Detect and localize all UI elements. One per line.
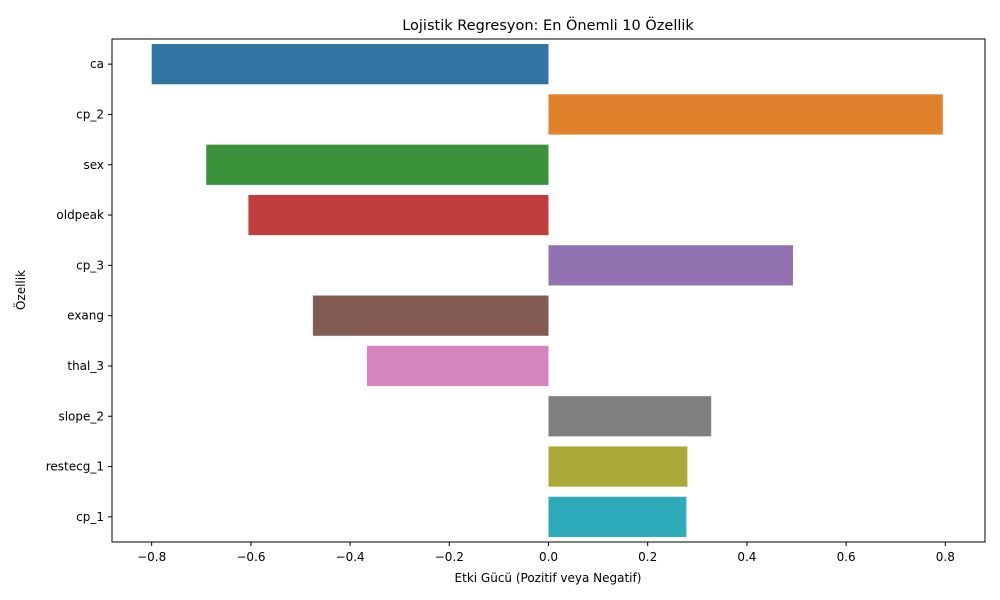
x-axis: −0.8 −0.6 −0.4 −0.2 0.0 0.2 0.4 0.6 0.8 <box>137 542 955 564</box>
x-axis-label: Etki Gücü (Pozitif veya Negatif) <box>455 571 642 585</box>
x-tick-label-2: −0.4 <box>336 550 365 564</box>
x-tick-label-7: 0.6 <box>837 550 856 564</box>
x-tick-label-4: 0.0 <box>539 550 558 564</box>
y-tick-label-oldpeak: oldpeak <box>56 208 104 222</box>
bar-cp_1 <box>548 496 687 537</box>
x-tick-label-6: 0.4 <box>737 550 756 564</box>
bar-oldpeak <box>248 194 549 236</box>
x-tick-label-3: −0.2 <box>435 550 464 564</box>
bar-cp_2 <box>548 94 943 135</box>
bar-slope_2 <box>548 396 712 437</box>
y-tick-label-slope_2: slope_2 <box>58 409 104 423</box>
bars-group <box>151 44 943 537</box>
y-tick-label-cp_1: cp_1 <box>76 510 104 524</box>
y-tick-label-thal_3: thal_3 <box>67 359 104 373</box>
bar-cp_3 <box>548 245 794 286</box>
y-tick-label-cp_3: cp_3 <box>76 258 104 272</box>
bar-ca <box>151 44 549 85</box>
y-axis-label: Özellik <box>12 270 28 310</box>
bar-thal_3 <box>366 345 549 387</box>
y-tick-label-ca: ca <box>90 57 104 71</box>
chart-title: Lojistik Regresyon: En Önemli 10 Özellik <box>402 16 694 34</box>
y-tick-label-sex: sex <box>83 158 104 172</box>
y-tick-label-restecg_1: restecg_1 <box>46 460 104 474</box>
bar-restecg_1 <box>548 446 688 487</box>
y-tick-label-cp_2: cp_2 <box>76 107 104 121</box>
bar-sex <box>206 144 549 185</box>
x-tick-label-0: −0.8 <box>137 550 166 564</box>
x-tick-label-1: −0.6 <box>236 550 265 564</box>
bar-exang <box>312 295 549 336</box>
x-tick-label-8: 0.8 <box>936 550 955 564</box>
x-tick-label-5: 0.2 <box>638 550 657 564</box>
y-tick-label-exang: exang <box>67 309 104 323</box>
